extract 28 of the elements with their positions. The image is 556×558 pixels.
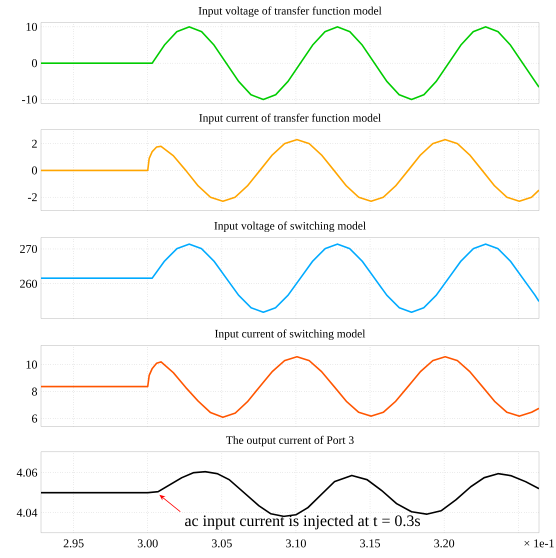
- x-tick-label: 3.05: [212, 539, 232, 548]
- chart-title: Input voltage of transfer function model: [198, 6, 382, 17]
- y-tick-label: 6: [32, 414, 38, 423]
- chart-title: Input current of transfer function model: [199, 114, 381, 124]
- line-series: [41, 356, 540, 418]
- y-tick-label: 2: [32, 140, 37, 148]
- x-tick-label: 2.95: [64, 539, 84, 548]
- y-tick-label: 260: [20, 280, 38, 288]
- chart-title: The output current of Port 3: [226, 436, 354, 446]
- y-tick-label: 270: [20, 244, 38, 253]
- y-tick-label: 4.04: [16, 508, 38, 517]
- x-tick-label: 3.00: [138, 539, 158, 548]
- line-series: [41, 138, 540, 202]
- y-tick-label: 0: [32, 166, 38, 174]
- y-tick-label: 10: [26, 22, 38, 31]
- x-axis-title: × 1e-1: [524, 539, 554, 548]
- x-tick-label: 3.10: [286, 539, 306, 548]
- x-tick-label: 3.20: [434, 539, 454, 548]
- y-tick-label: 8: [32, 388, 38, 396]
- y-tick-label: 10: [26, 360, 38, 369]
- x-tick-label: 3.15: [360, 539, 380, 548]
- y-tick-label: -10: [22, 95, 38, 104]
- annotation: ac input current is injected at t = 0.3s: [185, 514, 420, 530]
- y-tick-label: 0: [32, 59, 38, 68]
- chart-title: Input voltage of switching model: [214, 221, 366, 232]
- y-tick-label: 4.06: [16, 468, 38, 477]
- chart-title: Input current of switching model: [215, 329, 366, 340]
- y-tick-label: -2: [28, 193, 37, 202]
